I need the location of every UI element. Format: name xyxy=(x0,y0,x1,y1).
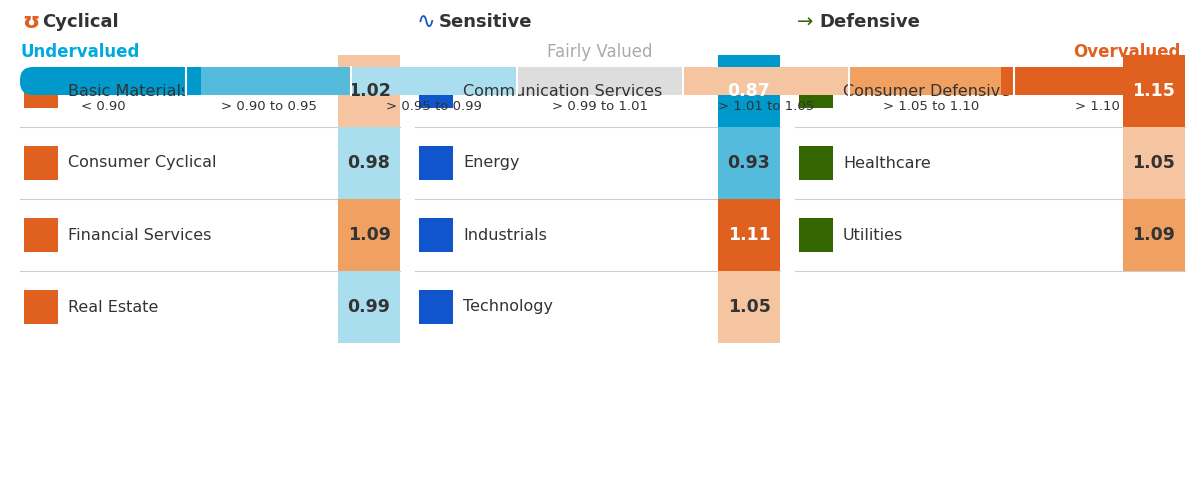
Text: ∿: ∿ xyxy=(418,12,436,32)
Text: Basic Materials: Basic Materials xyxy=(68,84,190,99)
Text: Overvalued: Overvalued xyxy=(1073,43,1180,61)
Bar xyxy=(419,74,454,108)
Text: Defensive: Defensive xyxy=(818,13,920,31)
Text: Fairly Valued: Fairly Valued xyxy=(547,43,653,61)
Text: > 0.90 to 0.95: > 0.90 to 0.95 xyxy=(221,100,317,113)
Text: 1.02: 1.02 xyxy=(348,82,390,100)
Text: > 0.95 to 0.99: > 0.95 to 0.99 xyxy=(386,100,482,113)
Bar xyxy=(24,218,58,252)
Text: Consumer Cyclical: Consumer Cyclical xyxy=(68,155,216,170)
Text: 0.93: 0.93 xyxy=(727,154,770,172)
Text: 0.87: 0.87 xyxy=(727,82,770,100)
Text: > 0.99 to 1.01: > 0.99 to 1.01 xyxy=(552,100,648,113)
Bar xyxy=(24,74,58,108)
Bar xyxy=(1123,127,1186,199)
Bar xyxy=(352,67,517,95)
Bar xyxy=(338,271,400,343)
Text: > 1.05 to 1.10: > 1.05 to 1.10 xyxy=(883,100,979,113)
Text: Communication Services: Communication Services xyxy=(463,84,662,99)
Text: Industrials: Industrials xyxy=(463,228,547,243)
FancyBboxPatch shape xyxy=(20,67,199,95)
Bar xyxy=(718,271,780,343)
Bar xyxy=(1123,199,1186,271)
Bar xyxy=(419,218,454,252)
Text: 1.05: 1.05 xyxy=(1133,154,1176,172)
Bar xyxy=(718,127,780,199)
Text: ʊ: ʊ xyxy=(22,12,40,32)
Text: < 0.90: < 0.90 xyxy=(80,100,125,113)
Bar xyxy=(683,67,848,95)
Bar xyxy=(338,55,400,127)
Text: →: → xyxy=(797,12,814,32)
Bar xyxy=(184,67,200,95)
Text: 1.15: 1.15 xyxy=(1133,82,1176,100)
Bar xyxy=(517,67,683,95)
Text: 1.05: 1.05 xyxy=(727,298,770,316)
Text: 0.99: 0.99 xyxy=(348,298,390,316)
Bar xyxy=(1001,67,1016,95)
Text: Healthcare: Healthcare xyxy=(842,155,931,170)
Text: Technology: Technology xyxy=(463,299,553,314)
Bar xyxy=(718,199,780,271)
Text: > 1.01 to 1.05: > 1.01 to 1.05 xyxy=(718,100,814,113)
Text: Real Estate: Real Estate xyxy=(68,299,158,314)
FancyBboxPatch shape xyxy=(1001,67,1180,95)
Text: Utilities: Utilities xyxy=(842,228,904,243)
Bar xyxy=(24,146,58,180)
Bar xyxy=(799,74,833,108)
Bar xyxy=(419,146,454,180)
Bar xyxy=(338,127,400,199)
Bar xyxy=(848,67,1014,95)
Text: 0.98: 0.98 xyxy=(348,154,390,172)
Text: Financial Services: Financial Services xyxy=(68,228,211,243)
Text: Cyclical: Cyclical xyxy=(42,13,119,31)
Text: Consumer Defensive: Consumer Defensive xyxy=(842,84,1010,99)
Text: > 1.10: > 1.10 xyxy=(1075,100,1120,113)
Bar xyxy=(186,67,352,95)
Bar xyxy=(338,199,400,271)
Text: Energy: Energy xyxy=(463,155,520,170)
Text: 1.11: 1.11 xyxy=(727,226,770,244)
Bar xyxy=(799,146,833,180)
Bar xyxy=(718,55,780,127)
Bar xyxy=(1123,55,1186,127)
Text: 1.09: 1.09 xyxy=(348,226,390,244)
Text: Sensitive: Sensitive xyxy=(439,13,533,31)
Text: 1.09: 1.09 xyxy=(1133,226,1176,244)
Text: Undervalued: Undervalued xyxy=(20,43,139,61)
Bar xyxy=(799,218,833,252)
Bar xyxy=(24,290,58,324)
Bar xyxy=(419,290,454,324)
